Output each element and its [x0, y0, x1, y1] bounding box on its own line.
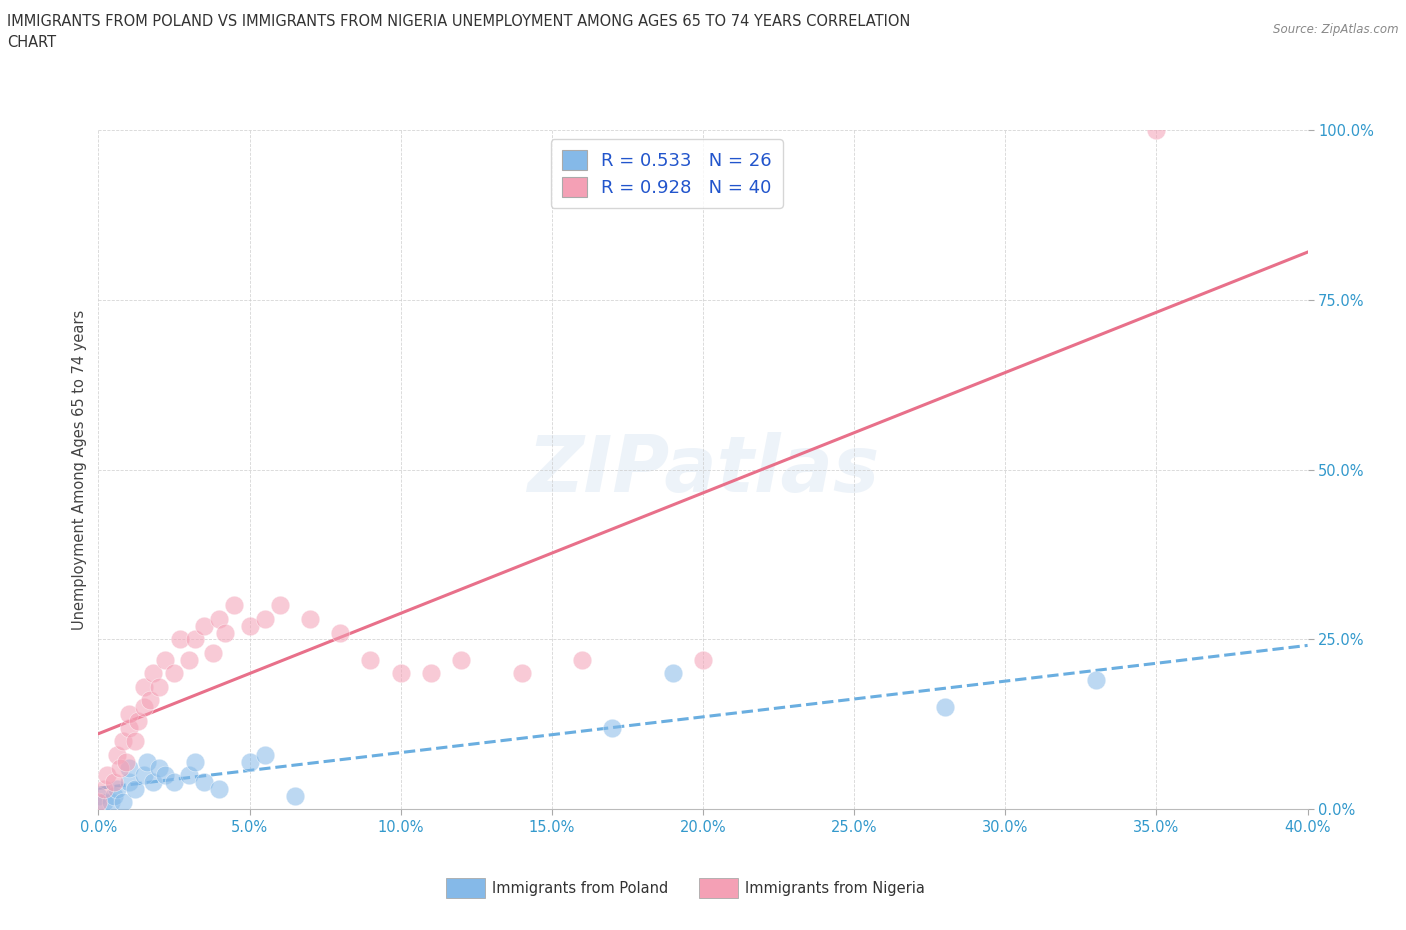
- Point: [87, 788, 110, 803]
- Point: [193, 775, 215, 790]
- Point: [692, 652, 714, 667]
- Text: Immigrants from Nigeria: Immigrants from Nigeria: [745, 881, 925, 896]
- Point: [169, 632, 191, 647]
- Point: [208, 612, 231, 627]
- Point: [208, 781, 231, 796]
- Text: Source: ZipAtlas.com: Source: ZipAtlas.com: [1274, 23, 1399, 36]
- Bar: [446, 878, 485, 898]
- Point: [299, 612, 322, 627]
- Point: [153, 768, 176, 783]
- Point: [224, 598, 246, 613]
- Point: [269, 598, 291, 613]
- Point: [202, 645, 225, 660]
- Point: [571, 652, 593, 667]
- Point: [108, 761, 131, 776]
- Point: [111, 734, 134, 749]
- Point: [389, 666, 412, 681]
- Text: ZIPatlas: ZIPatlas: [527, 432, 879, 508]
- Point: [450, 652, 472, 667]
- Point: [124, 734, 146, 749]
- Point: [1085, 672, 1108, 687]
- Point: [193, 618, 215, 633]
- Point: [419, 666, 441, 681]
- Point: [132, 680, 155, 695]
- Point: [111, 795, 134, 810]
- Point: [163, 666, 186, 681]
- Text: CHART: CHART: [7, 35, 56, 50]
- Point: [184, 632, 207, 647]
- Point: [142, 775, 165, 790]
- Text: Immigrants from Poland: Immigrants from Poland: [492, 881, 668, 896]
- Point: [124, 781, 146, 796]
- Point: [329, 625, 352, 640]
- Point: [360, 652, 382, 667]
- Point: [253, 612, 276, 627]
- Point: [510, 666, 533, 681]
- Point: [103, 775, 125, 790]
- Point: [253, 748, 276, 763]
- Point: [93, 795, 115, 810]
- Point: [148, 680, 170, 695]
- Point: [127, 713, 149, 728]
- Point: [1144, 123, 1167, 138]
- Point: [148, 761, 170, 776]
- Point: [163, 775, 186, 790]
- Point: [103, 788, 125, 803]
- Point: [177, 768, 201, 783]
- Point: [132, 768, 155, 783]
- Point: [184, 754, 207, 769]
- Point: [602, 720, 624, 735]
- Point: [100, 795, 122, 810]
- Point: [132, 700, 155, 715]
- Point: [239, 754, 262, 769]
- Point: [93, 781, 115, 796]
- Text: IMMIGRANTS FROM POLAND VS IMMIGRANTS FROM NIGERIA UNEMPLOYMENT AMONG AGES 65 TO : IMMIGRANTS FROM POLAND VS IMMIGRANTS FRO…: [7, 14, 911, 29]
- Point: [96, 768, 118, 783]
- Point: [177, 652, 201, 667]
- Point: [118, 707, 141, 722]
- Point: [118, 761, 141, 776]
- Legend: R = 0.533   N = 26, R = 0.928   N = 40: R = 0.533 N = 26, R = 0.928 N = 40: [551, 140, 783, 208]
- Point: [105, 781, 128, 796]
- Point: [135, 754, 157, 769]
- Point: [934, 700, 956, 715]
- Point: [142, 666, 165, 681]
- Point: [284, 788, 307, 803]
- Point: [118, 775, 141, 790]
- Point: [105, 748, 128, 763]
- Point: [87, 795, 110, 810]
- Point: [661, 666, 683, 681]
- Point: [239, 618, 262, 633]
- Y-axis label: Unemployment Among Ages 65 to 74 years: Unemployment Among Ages 65 to 74 years: [72, 310, 87, 630]
- Point: [214, 625, 236, 640]
- Bar: [699, 878, 738, 898]
- Point: [139, 693, 162, 708]
- Point: [114, 754, 136, 769]
- Point: [118, 720, 141, 735]
- Point: [153, 652, 176, 667]
